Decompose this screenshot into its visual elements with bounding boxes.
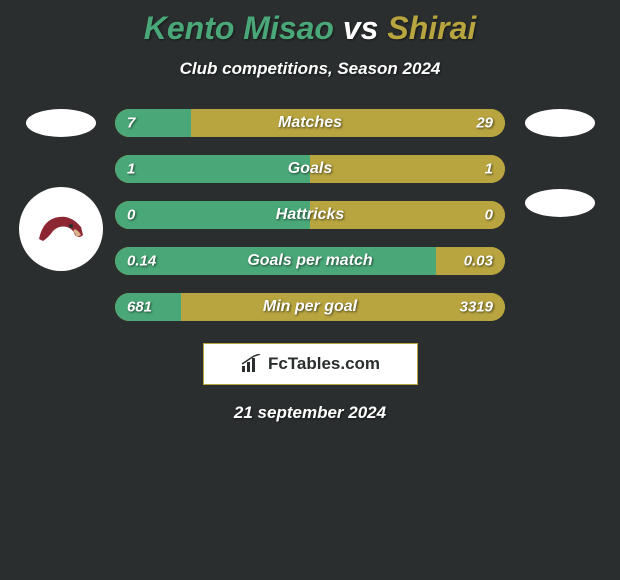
stat-bar-right-fill <box>191 109 505 137</box>
stat-bar-left-fill <box>115 155 310 183</box>
stat-value-left: 0 <box>127 207 135 224</box>
stat-value-right: 29 <box>476 115 493 132</box>
stat-label: Min per goal <box>263 298 357 316</box>
stat-row: 0 0 Hattricks <box>115 201 505 229</box>
player2-name: Shirai <box>387 10 476 46</box>
stat-value-left: 681 <box>127 299 152 316</box>
stat-row: 0.14 0.03 Goals per match <box>115 247 505 275</box>
right-side-column <box>517 109 602 217</box>
stat-value-right: 0.03 <box>464 253 493 270</box>
left-side-column <box>18 109 103 271</box>
vs-text: vs <box>334 10 387 46</box>
chart-icon <box>240 354 264 374</box>
stat-value-right: 0 <box>485 207 493 224</box>
comparison-title: Kento Misao vs Shirai <box>0 0 620 47</box>
comparison-body: 7 29 Matches 1 1 Goals 0 0 Hattricks 0.14 0.03 Goal… <box>0 109 620 321</box>
coyote-logo-icon <box>31 199 91 259</box>
stat-value-left: 0.14 <box>127 253 156 270</box>
stat-row: 1 1 Goals <box>115 155 505 183</box>
stat-value-left: 1 <box>127 161 135 178</box>
player1-team-badge <box>26 109 96 137</box>
stat-row: 7 29 Matches <box>115 109 505 137</box>
date-text: 21 september 2024 <box>0 403 620 423</box>
brand-text: FcTables.com <box>268 354 380 374</box>
stat-bars: 7 29 Matches 1 1 Goals 0 0 Hattricks 0.14 0.03 Goal… <box>103 109 517 321</box>
stat-row: 681 3319 Min per goal <box>115 293 505 321</box>
subtitle: Club competitions, Season 2024 <box>0 59 620 79</box>
stat-label: Matches <box>278 114 342 132</box>
player2-secondary-badge <box>525 189 595 217</box>
stat-label: Hattricks <box>276 206 344 224</box>
player2-team-badge <box>525 109 595 137</box>
stat-value-left: 7 <box>127 115 135 132</box>
player1-avatar <box>19 187 103 271</box>
stat-label: Goals <box>288 160 332 178</box>
brand-logo[interactable]: FcTables.com <box>203 343 418 385</box>
stat-label: Goals per match <box>247 252 372 270</box>
stat-value-right: 1 <box>485 161 493 178</box>
stat-bar-right-fill <box>310 155 505 183</box>
player1-name: Kento Misao <box>144 10 334 46</box>
stat-value-right: 3319 <box>460 299 493 316</box>
